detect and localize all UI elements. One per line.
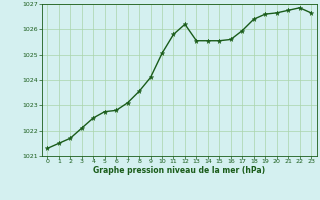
- X-axis label: Graphe pression niveau de la mer (hPa): Graphe pression niveau de la mer (hPa): [93, 166, 265, 175]
